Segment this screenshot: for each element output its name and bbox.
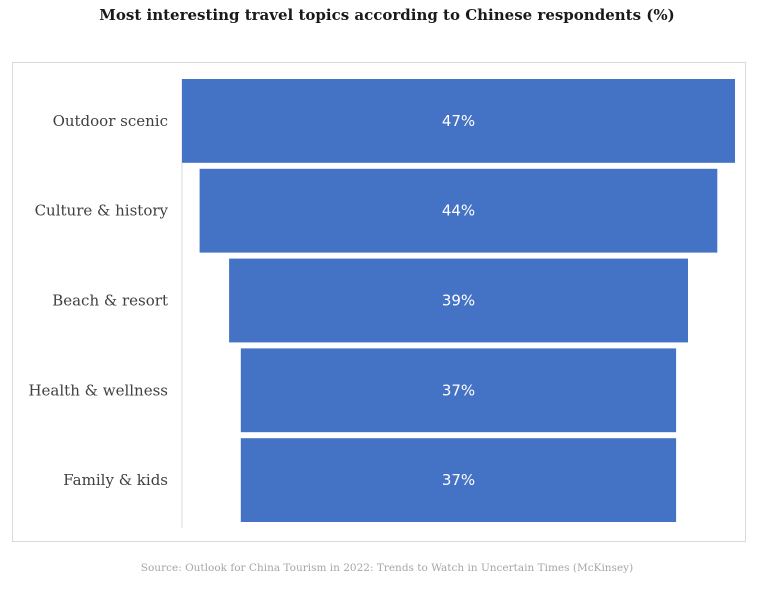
funnel-bar xyxy=(240,438,677,522)
category-label: Health & wellness xyxy=(28,381,168,399)
category-label: Culture & history xyxy=(35,202,169,220)
funnel-bar xyxy=(240,348,677,433)
funnel-bar xyxy=(229,258,688,343)
data-label: 39% xyxy=(442,292,475,310)
category-label: Beach & resort xyxy=(52,292,168,310)
data-label: 47% xyxy=(442,112,475,130)
funnel-bar xyxy=(199,168,718,253)
category-label: Family & kids xyxy=(63,471,168,489)
source-note: Source: Outlook for China Tourism in 202… xyxy=(140,562,634,574)
data-label: 37% xyxy=(442,381,475,399)
category-label: Outdoor scenic xyxy=(53,112,168,130)
data-label: 44% xyxy=(442,202,475,220)
chart-title: Most interesting travel topics according… xyxy=(99,6,675,24)
funnel-bar xyxy=(182,79,735,163)
data-label: 37% xyxy=(442,471,475,489)
